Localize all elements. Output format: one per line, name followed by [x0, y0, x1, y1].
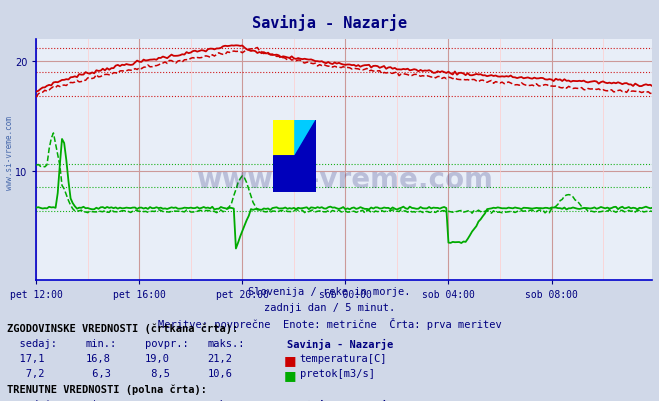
Text: www.si-vreme.com: www.si-vreme.com	[196, 166, 493, 194]
Polygon shape	[295, 120, 316, 156]
Text: ■: ■	[283, 353, 296, 366]
Text: povpr.:: povpr.:	[145, 399, 188, 401]
Text: min.:: min.:	[86, 338, 117, 348]
Text: Savinja - Nazarje: Savinja - Nazarje	[287, 338, 393, 349]
Text: pretok[m3/s]: pretok[m3/s]	[300, 369, 375, 379]
Text: TRENUTNE VREDNOSTI (polna črta):: TRENUTNE VREDNOSTI (polna črta):	[7, 384, 206, 394]
Text: www.si-vreme.com: www.si-vreme.com	[5, 115, 14, 189]
Text: 21,2: 21,2	[208, 353, 233, 363]
Text: min.:: min.:	[86, 399, 117, 401]
Text: povpr.:: povpr.:	[145, 338, 188, 348]
Text: 16,8: 16,8	[86, 353, 111, 363]
Text: Meritve: povprečne  Enote: metrične  Črta: prva meritev: Meritve: povprečne Enote: metrične Črta:…	[158, 317, 501, 329]
Text: 19,0: 19,0	[145, 353, 170, 363]
Text: 7,2: 7,2	[7, 369, 44, 379]
Text: 8,5: 8,5	[145, 369, 170, 379]
Text: maks.:: maks.:	[208, 399, 245, 401]
Text: temperatura[C]: temperatura[C]	[300, 353, 387, 363]
Polygon shape	[273, 120, 316, 192]
Text: 10,6: 10,6	[208, 369, 233, 379]
Text: sedaj:: sedaj:	[7, 399, 57, 401]
Text: Savinja - Nazarje: Savinja - Nazarje	[287, 399, 393, 401]
Text: Savinja - Nazarje: Savinja - Nazarje	[252, 14, 407, 31]
Text: maks.:: maks.:	[208, 338, 245, 348]
Text: 17,1: 17,1	[7, 353, 44, 363]
Text: Slovenija / reke in morje.: Slovenija / reke in morje.	[248, 287, 411, 297]
Text: zadnji dan / 5 minut.: zadnji dan / 5 minut.	[264, 302, 395, 312]
Text: sedaj:: sedaj:	[7, 338, 57, 348]
Text: 6,3: 6,3	[86, 369, 111, 379]
Text: ■: ■	[283, 369, 296, 381]
Text: ZGODOVINSKE VREDNOSTI (črtkana črta):: ZGODOVINSKE VREDNOSTI (črtkana črta):	[7, 323, 238, 333]
Bar	[273, 120, 295, 156]
